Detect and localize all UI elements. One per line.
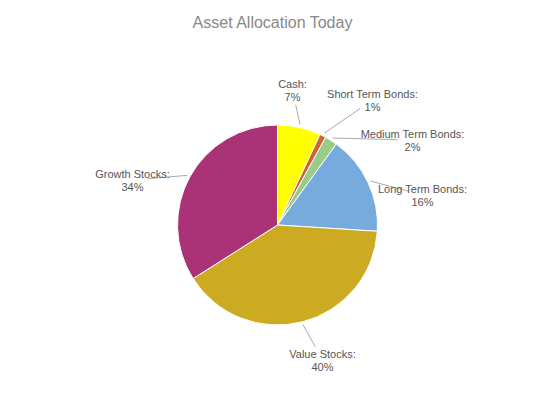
html-text:Asset Allocation Today: Asset Allocation Today [192,14,353,31]
svg-text:Short Term Bonds:1%: Short Term Bonds:1% [327,88,418,113]
svg-text:Cash:7%: Cash:7% [278,78,307,103]
svg-text:Long Term Bonds:16%: Long Term Bonds:16% [378,183,467,208]
svg-text:Growth Stocks:34%: Growth Stocks:34% [95,168,170,193]
svg-text:Medium Term Bonds:2%: Medium Term Bonds:2% [361,128,465,153]
svg-text:Value Stocks:40%: Value Stocks:40% [289,348,355,373]
